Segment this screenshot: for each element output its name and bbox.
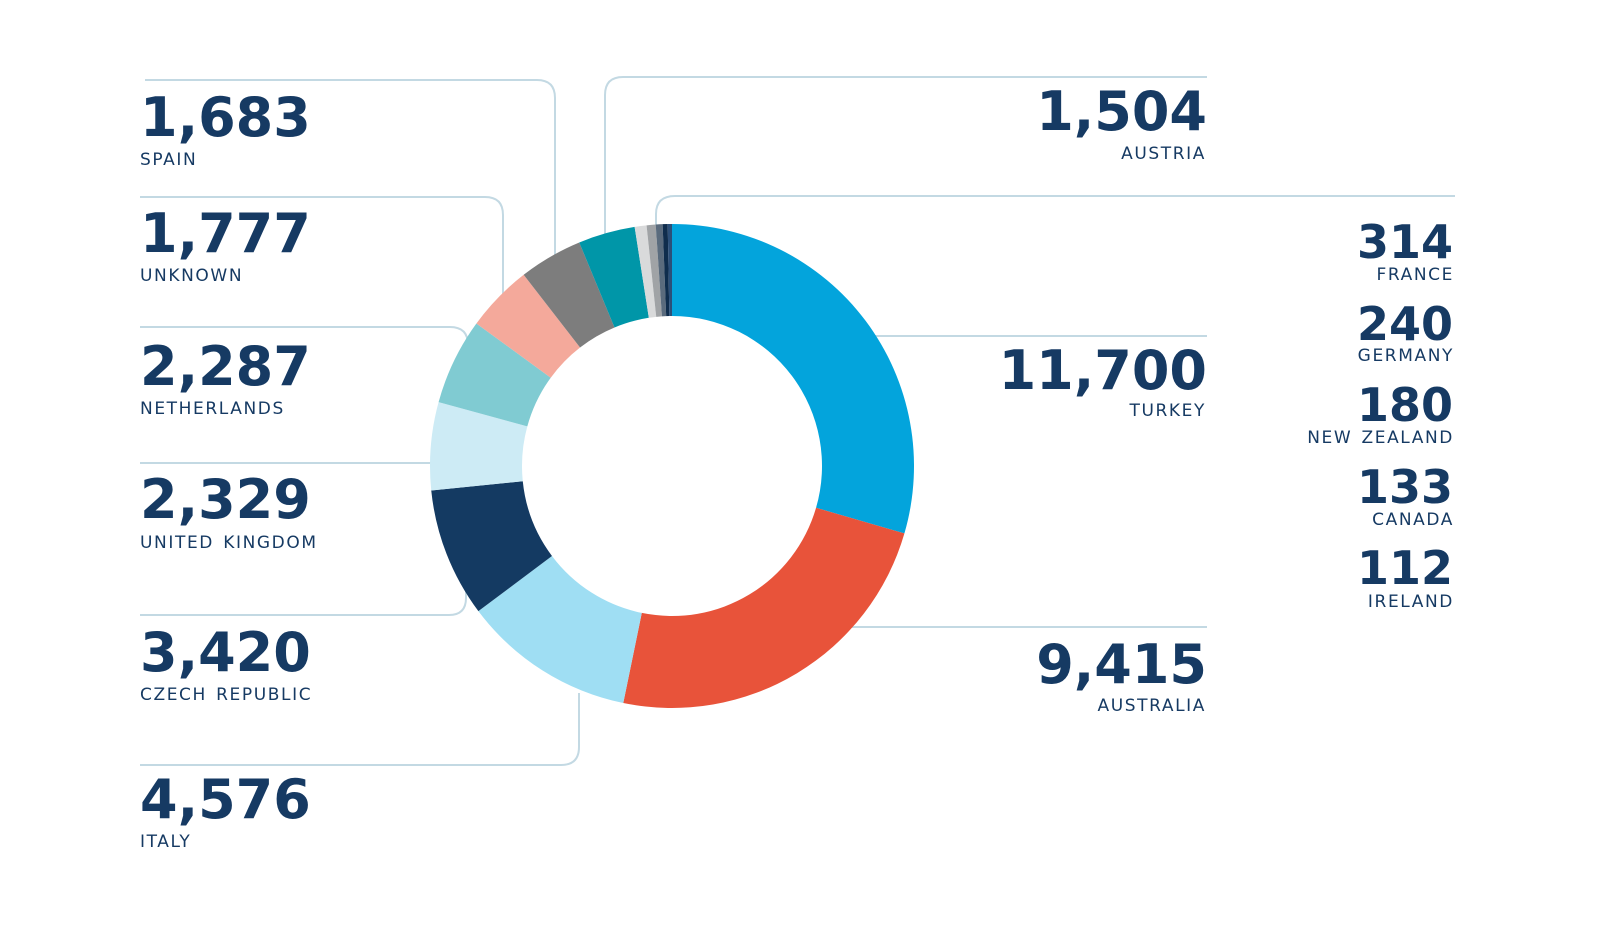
country-label-italy: Italy: [140, 825, 191, 853]
value-label-australia: 9,415: [1036, 633, 1207, 696]
country-label-ireland: Ireland: [1368, 585, 1454, 613]
slice-spain: [523, 242, 615, 348]
value-label-new-zealand: 180: [1357, 378, 1453, 432]
country-label-unknown: Unknown: [140, 259, 243, 287]
slice-netherlands: [438, 323, 551, 427]
country-label-new-zealand: New Zealand: [1307, 421, 1454, 449]
country-label-canada: Canada: [1372, 503, 1454, 531]
slice-unknown: [476, 274, 581, 378]
data-labels: 11,700Turkey 9,415Australia 4,576Italy 3,42…: [140, 80, 1454, 853]
slice-germany: [646, 224, 662, 317]
value-label-spain: 1,683: [140, 86, 311, 149]
country-label-spain: Spain: [140, 143, 197, 171]
value-label-united-kingdom: 2,329: [140, 468, 311, 531]
value-label-canada: 133: [1357, 460, 1453, 514]
slice-ireland: [667, 224, 672, 317]
country-label-australia: Australia: [1097, 689, 1206, 717]
value-label-france: 314: [1357, 215, 1453, 269]
slice-turkey: [672, 224, 914, 534]
value-label-czech-republic: 3,420: [140, 621, 311, 684]
slice-austria: [579, 226, 649, 328]
country-label-austria: Austria: [1121, 137, 1206, 165]
country-label-turkey: Turkey: [1128, 394, 1206, 422]
value-label-italy: 4,576: [140, 768, 311, 831]
leader-line-czech-republic: [140, 557, 467, 616]
slice-france: [634, 225, 657, 318]
slice-new-zealand: [655, 224, 667, 317]
value-label-germany: 240: [1357, 297, 1453, 351]
country-label-czech-republic: Czech Republic: [140, 678, 312, 706]
country-label-germany: Germany: [1358, 339, 1454, 367]
value-label-netherlands: 2,287: [140, 335, 311, 398]
leader-line-small-countries: [655, 195, 1455, 238]
country-label-united-kingdom: United Kingdom: [140, 526, 318, 554]
leader-line-austria: [604, 76, 1207, 252]
leader-line-unknown: [140, 196, 504, 310]
slice-canada: [662, 224, 670, 317]
slice-czech-republic: [431, 481, 552, 612]
value-label-austria: 1,504: [1036, 80, 1207, 143]
country-label-france: France: [1377, 258, 1454, 286]
leader-line-spain: [145, 79, 556, 278]
slice-italy: [478, 555, 642, 704]
donut-slices: [429, 224, 914, 708]
leader-lines: [140, 76, 1455, 766]
slice-united-kingdom: [429, 402, 528, 491]
leader-line-italy: [140, 693, 580, 766]
country-label-netherlands: Netherlands: [140, 392, 285, 420]
value-label-turkey: 11,700: [999, 339, 1207, 402]
value-label-unknown: 1,777: [140, 202, 311, 265]
slice-australia: [623, 507, 905, 708]
value-label-ireland: 112: [1357, 541, 1453, 595]
